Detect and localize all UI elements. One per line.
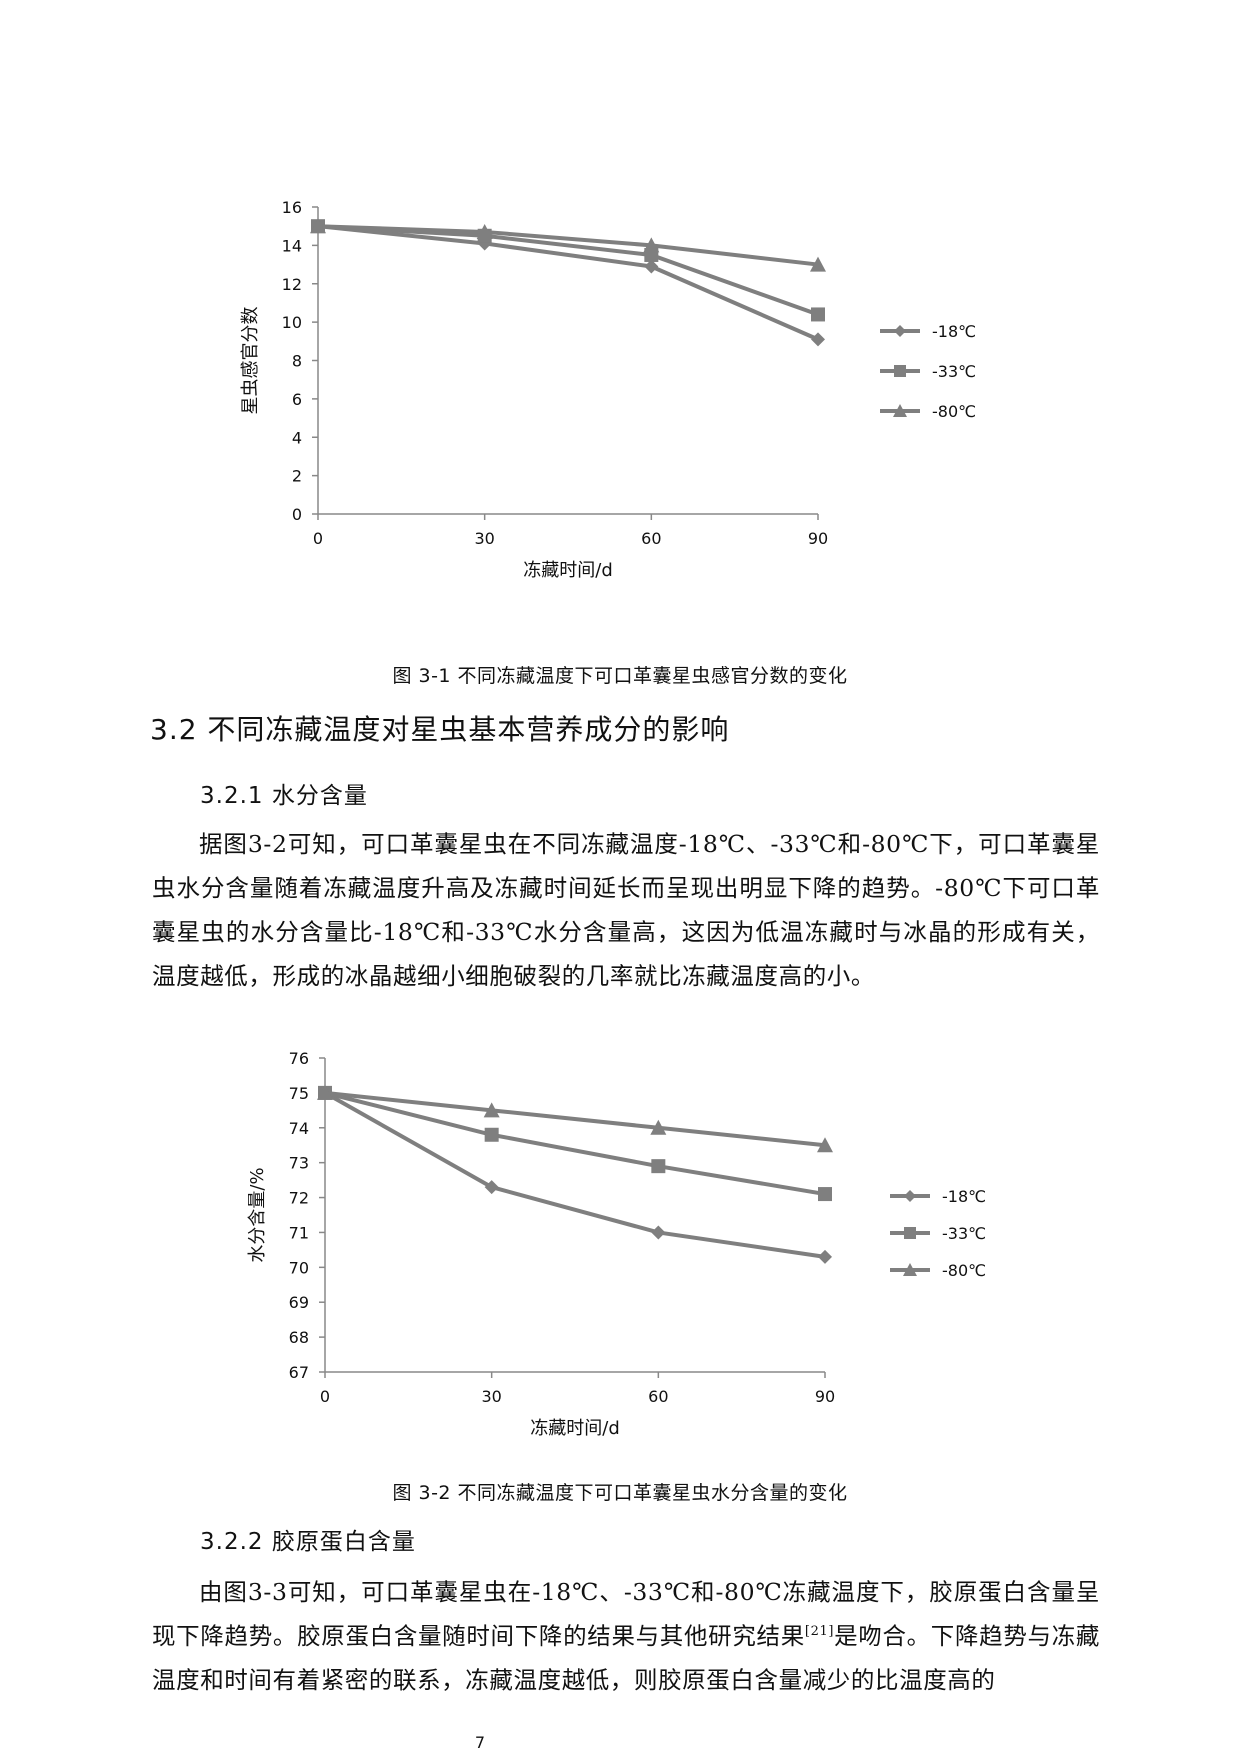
c2-point-s0-1: [484, 1180, 499, 1195]
c2-legend-marker-0: [904, 1190, 916, 1202]
c2-point-s1-3: [818, 1187, 832, 1202]
c1-point-s2-2: [643, 237, 660, 253]
c2-point-s2-3: [817, 1137, 833, 1153]
c1-legend-marker-0: [894, 325, 906, 337]
c2-point-s2-1: [483, 1102, 500, 1118]
collagen-paragraph: 由图3-3可知，可口革囊星虫在-18℃、-33℃和-80℃冻藏温度下，胶原蛋白含…: [152, 1570, 1100, 1702]
c1-x-tick-label: 0: [313, 529, 323, 548]
c1-legend-label-1: -33℃: [932, 362, 976, 381]
c1-x-tick-label: 90: [808, 529, 828, 548]
section-3-2-heading: 3.2 不同冻藏温度对星虫基本营养成分的影响: [150, 713, 730, 746]
page-number: 7: [474, 1733, 486, 1752]
figure-3-1-caption: 图 3-1 不同冻藏温度下可口革囊星虫感官分数的变化: [392, 665, 848, 687]
c2-y-tick-label: 74: [289, 1119, 309, 1138]
c1-point-s2-1: [476, 223, 493, 239]
c2-y-tick-label: 68: [289, 1328, 309, 1347]
c2-y-tick-label: 72: [289, 1189, 309, 1208]
c1-y-tick-label: 2: [292, 467, 302, 486]
c2-y-tick-label: 76: [289, 1049, 309, 1068]
c2-x-tick-label: 30: [481, 1387, 501, 1406]
moisture-content-chart: 67 68 69 70 71 72 73 74 75 76 0 30 60 90 冻藏时间/d 水分含量/% -…: [247, 1049, 986, 1439]
c1-point-s2-3: [810, 256, 826, 272]
c1-y-tick-label: 14: [282, 236, 302, 255]
figure-3-2-caption: 图 3-2 不同冻藏温度下可口革囊星虫水分含量的变化: [392, 1482, 848, 1504]
c2-point-s2-2: [650, 1119, 667, 1135]
c2-y-axis-title: 水分含量/%: [247, 1167, 268, 1262]
c2-legend-marker-2: [903, 1263, 917, 1276]
section-3-2-2-heading: 3.2.2 胶原蛋白含量: [200, 1529, 416, 1555]
c2-legend-marker-1: [904, 1227, 916, 1239]
c2-x-tick-label: 0: [320, 1387, 330, 1406]
c1-x-axis-title: 冻藏时间/d: [523, 560, 613, 581]
c2-y-tick-label: 70: [289, 1258, 309, 1277]
sensory-score-chart: 0 2 4 6 8 10 12 14 16 0 30 60 90 冻藏时间/d 星虫感官分数 -18℃ -33℃…: [240, 198, 976, 581]
c2-y-tick-label: 71: [289, 1223, 309, 1242]
c1-point-s1-3: [811, 307, 825, 322]
section-3-2-1-heading: 3.2.1 水分含量: [200, 783, 368, 809]
c1-legend-marker-2: [893, 404, 907, 417]
c1-point-s0-3: [811, 332, 825, 347]
c1-y-tick-label: 12: [282, 275, 302, 294]
c2-legend-label-1: -33℃: [942, 1224, 986, 1243]
c2-point-s0-3: [818, 1249, 832, 1264]
c1-y-tick-label: 6: [292, 390, 302, 409]
c2-series-line-1: [324, 1090, 826, 1197]
c2-point-s1-1: [484, 1127, 499, 1142]
c2-point-s2-0: [317, 1084, 333, 1100]
c2-y-tick-label: 75: [289, 1084, 309, 1103]
c1-point-s2-0: [310, 218, 326, 234]
c2-y-tick-label: 69: [289, 1293, 309, 1312]
c1-y-tick-label: 10: [282, 313, 302, 332]
moisture-paragraph: 据图3-2可知，可口革囊星虫在不同冻藏温度-18℃、-33℃和-80℃下，可口革…: [152, 822, 1100, 998]
c1-x-tick-label: 30: [474, 529, 494, 548]
c1-y-tick-label: 0: [292, 505, 302, 524]
c2-point-s1-2: [651, 1159, 666, 1174]
c1-x-tick-label: 60: [641, 529, 661, 548]
c1-y-tick-label: 8: [292, 352, 302, 371]
c2-y-tick-label: 73: [289, 1154, 309, 1173]
c2-x-tick-label: 90: [815, 1387, 835, 1406]
c2-legend-label-0: -18℃: [942, 1187, 986, 1206]
moisture-paragraph-text: 据图3-2可知，可口革囊星虫在不同冻藏温度-18℃、-33℃和-80℃下，可口革…: [152, 830, 1100, 990]
c1-series-line-0: [317, 224, 819, 342]
citation-ref-21[interactable]: [21]: [804, 1624, 834, 1640]
c1-legend-label-2: -80℃: [932, 402, 976, 421]
c2-x-axis-title: 冻藏时间/d: [530, 1418, 620, 1439]
c2-series-line-0: [324, 1091, 826, 1259]
c2-legend-label-2: -80℃: [942, 1261, 986, 1280]
c1-point-s0-2: [644, 259, 659, 274]
c2-y-tick-label: 67: [289, 1363, 309, 1382]
c1-series-line-2: [317, 224, 819, 267]
collagen-text-part1: 由图3-3可知，可口革囊星虫在-18℃、-33℃和-80℃冻藏温度下，胶原蛋白含…: [152, 1578, 1100, 1650]
c1-legend-label-0: -18℃: [932, 322, 976, 341]
c2-series-line-2: [324, 1090, 826, 1148]
c1-y-axis-title: 星虫感官分数: [240, 307, 261, 415]
c1-legend-marker-1: [894, 365, 906, 377]
c1-y-tick-label: 16: [282, 198, 302, 217]
c2-point-s0-2: [651, 1225, 666, 1240]
collagen-text-part2: 是吻合。下降趋势与冻藏温度和时间有着紧密的联系，冻藏温度越低，则胶原蛋白含量减少…: [152, 1622, 1100, 1694]
c1-y-tick-label: 4: [292, 428, 302, 447]
c2-x-tick-label: 60: [648, 1387, 668, 1406]
